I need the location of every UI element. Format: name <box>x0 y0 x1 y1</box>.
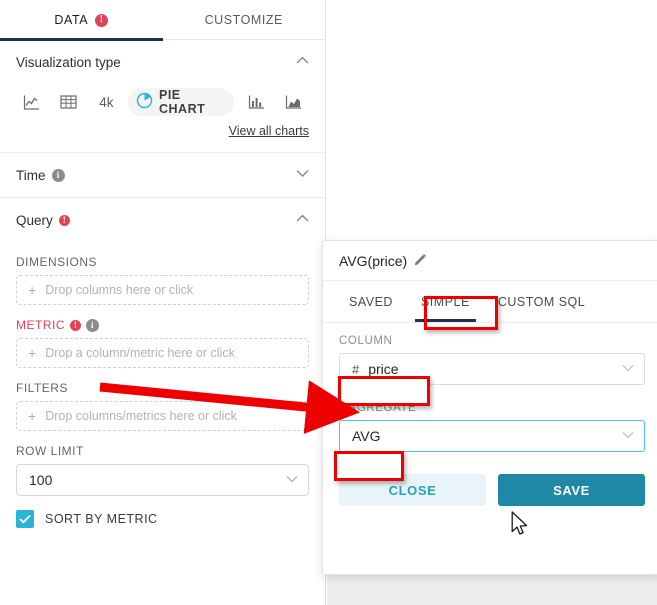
metric-label-row: METRIC ! i <box>16 318 309 332</box>
time-title-label: Time <box>16 167 46 183</box>
query-header[interactable]: Query ! <box>16 198 309 242</box>
plus-icon: + <box>28 282 37 298</box>
column-select[interactable]: # price <box>339 353 645 385</box>
pie-chart-label: PIE CHART <box>158 88 206 116</box>
metric-label: METRIC <box>16 318 65 332</box>
tab-customize-label: CUSTOMIZE <box>204 13 283 27</box>
chevron-down-icon <box>622 431 634 442</box>
view-all-charts-wrap: View all charts <box>16 122 309 152</box>
dimensions-dropzone[interactable]: + Drop columns here or click <box>16 275 309 305</box>
query-title-label: Query <box>16 212 53 228</box>
query-error-badge-icon: ! <box>58 214 70 226</box>
metric-placeholder: Drop a column/metric here or click <box>45 346 235 360</box>
info-icon[interactable]: i <box>86 318 99 332</box>
row-limit-label: ROW LIMIT <box>16 444 84 458</box>
tab-data-label: DATA <box>54 13 89 27</box>
data-error-badge-icon: ! <box>95 13 109 27</box>
sort-by-metric-label: SORT BY METRIC <box>45 512 158 526</box>
metric-popover: AVG(price) SAVED SIMPLE CUSTOM SQL COLUM… <box>322 240 657 575</box>
popover-header: AVG(price) <box>323 241 657 281</box>
column-value-wrap: # price <box>352 361 399 377</box>
control-panel: DATA ! CUSTOMIZE Visualization type <box>0 0 326 605</box>
column-label: COLUMN <box>339 335 393 347</box>
big-number-icon[interactable]: 4k <box>91 88 122 116</box>
sort-by-metric-checkbox[interactable] <box>16 510 34 528</box>
sort-by-metric-row[interactable]: SORT BY METRIC <box>16 510 309 528</box>
section-query: Query ! DIMENSIONS + Drop columns here o… <box>0 198 325 528</box>
pie-chart-option[interactable]: PIE CHART <box>127 88 235 116</box>
time-header[interactable]: Time i <box>16 153 309 197</box>
filters-dropzone[interactable]: + Drop columns/metrics here or click <box>16 401 309 431</box>
tab-data[interactable]: DATA ! <box>0 0 163 41</box>
aggregate-label: AGGREGATE <box>339 402 417 414</box>
plus-icon: + <box>28 345 37 361</box>
tab-saved[interactable]: SAVED <box>349 295 393 309</box>
chevron-up-icon[interactable] <box>296 56 309 68</box>
panel-tabbar: DATA ! CUSTOMIZE <box>0 0 326 41</box>
chevron-down-icon <box>286 475 298 486</box>
tab-customize[interactable]: CUSTOMIZE <box>163 0 326 40</box>
visualization-type-options: 4k PIE CHART <box>16 84 309 122</box>
chevron-down-icon[interactable] <box>296 169 309 181</box>
chevron-up-icon[interactable] <box>296 214 309 226</box>
pie-chart-icon <box>136 92 153 112</box>
tab-simple[interactable]: SIMPLE <box>407 282 484 322</box>
area-chart-icon[interactable] <box>278 88 309 116</box>
save-button[interactable]: SAVE <box>498 474 645 506</box>
visualization-type-title: Visualization type <box>16 54 121 70</box>
tab-custom-sql[interactable]: CUSTOM SQL <box>497 295 586 309</box>
dimensions-label: DIMENSIONS <box>16 255 98 269</box>
chevron-down-icon <box>622 364 634 375</box>
row-limit-select[interactable]: 100 <box>16 464 309 496</box>
query-title: Query ! <box>16 213 70 228</box>
plus-icon: + <box>28 408 37 424</box>
line-chart-icon[interactable] <box>16 88 47 116</box>
info-icon[interactable]: i <box>51 168 65 182</box>
visualization-type-header[interactable]: Visualization type <box>16 40 309 84</box>
aggregate-select[interactable]: AVG <box>339 420 645 452</box>
popover-tabbar: SAVED SIMPLE CUSTOM SQL <box>323 281 657 323</box>
numeric-type-icon: # <box>352 361 360 377</box>
canvas-bottom-strip <box>327 575 657 605</box>
bar-chart-icon[interactable] <box>240 88 271 116</box>
dimensions-placeholder: Drop columns here or click <box>45 283 194 297</box>
popover-actions: CLOSE SAVE <box>323 452 657 506</box>
big-number-label: 4k <box>99 94 114 110</box>
column-value: price <box>368 361 399 377</box>
filters-placeholder: Drop columns/metrics here or click <box>45 409 237 423</box>
row-limit-value: 100 <box>29 472 53 488</box>
time-title: Time i <box>16 168 65 183</box>
popover-title: AVG(price) <box>339 252 408 269</box>
close-button[interactable]: CLOSE <box>339 474 486 506</box>
table-icon[interactable] <box>53 88 84 116</box>
section-visualization-type: Visualization type <box>0 40 325 153</box>
metric-dropzone[interactable]: + Drop a column/metric here or click <box>16 338 309 368</box>
aggregate-value: AVG <box>352 428 381 444</box>
pencil-icon[interactable] <box>414 253 427 269</box>
filters-label: FILTERS <box>16 381 68 395</box>
popover-body: COLUMN # price AGGREGATE AVG <box>323 323 657 452</box>
section-time: Time i <box>0 153 325 198</box>
metric-error-badge-icon: ! <box>70 319 81 331</box>
view-all-charts-link[interactable]: View all charts <box>228 124 309 138</box>
